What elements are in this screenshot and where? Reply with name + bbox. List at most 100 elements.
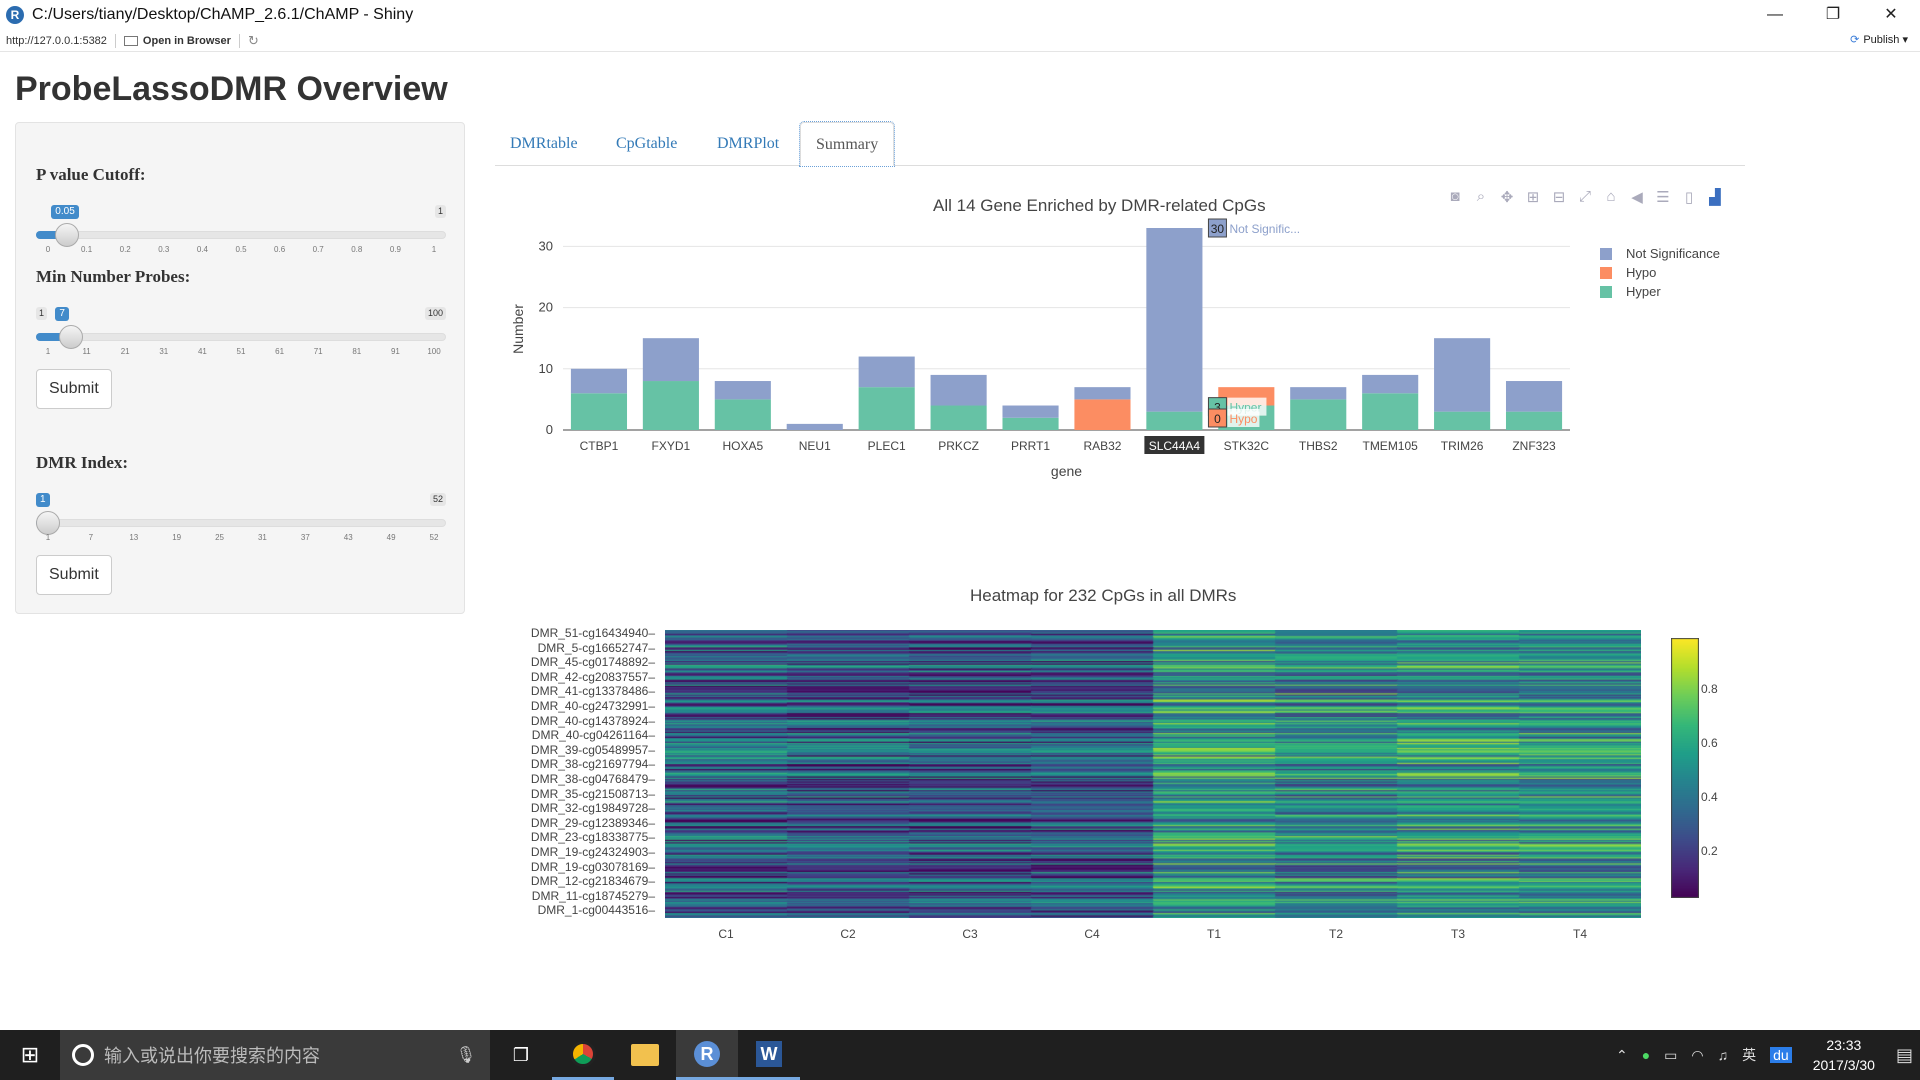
slider-track[interactable] [36, 333, 446, 341]
autoscale-icon[interactable]: ⤢ [1578, 188, 1591, 205]
notification-icon[interactable]: ▤ [1895, 1044, 1913, 1065]
slider-value-label: 0.05 [51, 205, 79, 219]
bar-segment[interactable] [1146, 228, 1203, 412]
legend-item-not-significance[interactable]: Not Significance [1600, 244, 1720, 263]
pvalue-slider[interactable]: 1 0.05 0 0.1 0.2 0.3 0.4 0.5 0.6 0.7 0.8 0.9 1 [36, 193, 446, 254]
r-icon[interactable]: R [676, 1030, 738, 1080]
slider-tick-label: 0.8 [351, 245, 363, 254]
minimize-button[interactable]: — [1767, 6, 1783, 23]
tab-dmrtable[interactable]: DMRtable [510, 135, 578, 152]
network-icon[interactable]: ◠ [1691, 1046, 1704, 1063]
plotly-logo-icon[interactable]: ▟ [1709, 189, 1721, 206]
zoom-in-icon[interactable]: ⊞ [1526, 189, 1540, 206]
bar-segment[interactable] [858, 387, 915, 430]
tab-summary[interactable]: Summary [798, 121, 896, 167]
colorbar-tick: 0.8 [1701, 682, 1718, 696]
bar-segment[interactable] [1362, 393, 1419, 430]
bar-segment[interactable] [1002, 417, 1059, 430]
minprobes-slider[interactable]: 1 100 7 1 11 21 31 41 51 61 71 81 91 100 [36, 295, 446, 356]
bar-segment[interactable] [1290, 399, 1347, 430]
toolbar-divider [238, 33, 240, 48]
legend-item-hypo[interactable]: Hypo [1600, 263, 1720, 282]
start-button[interactable]: ⊞ [20, 1042, 40, 1067]
submit-button-dmr[interactable]: Submit [36, 555, 112, 595]
refresh-icon[interactable]: ↻ [247, 32, 259, 48]
slider-handle[interactable] [55, 223, 80, 247]
tab-cpgtable[interactable]: CpGtable [616, 135, 678, 152]
slider-track[interactable] [36, 519, 446, 527]
task-view-icon[interactable]: ❐ [512, 1044, 530, 1065]
slider-tick-label: 100 [427, 347, 441, 356]
colorbar-tick: 0.6 [1701, 736, 1718, 750]
bar-segment[interactable] [1002, 405, 1059, 418]
bar-segment[interactable] [1505, 411, 1563, 430]
bar-segment[interactable] [642, 381, 699, 430]
home-icon[interactable]: ⌂ [1606, 188, 1616, 205]
bar-segment[interactable] [786, 423, 843, 430]
heatmap-column-label: T1 [1207, 927, 1221, 941]
maximize-button[interactable]: ❐ [1825, 6, 1841, 23]
bar-segment[interactable] [930, 405, 987, 430]
heatmap-cells[interactable] [665, 630, 1641, 918]
bar-segment[interactable] [1074, 387, 1131, 400]
slider-tick-label: 71 [313, 347, 323, 356]
slider-track[interactable] [36, 231, 446, 239]
word-icon[interactable]: W [738, 1030, 800, 1080]
pan-icon[interactable]: ✥ [1500, 189, 1514, 206]
microphone-icon[interactable]: 🎙 [455, 1047, 476, 1064]
slider-tick-label: 19 [172, 533, 182, 542]
bar-segment[interactable] [1505, 381, 1563, 412]
bar-segment[interactable] [714, 399, 771, 430]
slider-handle[interactable] [59, 325, 84, 349]
slider-tick-label: 1 [431, 245, 437, 254]
legend-item-hyper[interactable]: Hyper [1600, 282, 1720, 301]
dmr-index-slider[interactable]: 52 1 1 7 13 19 25 31 37 43 49 52 [36, 481, 446, 542]
chrome-icon[interactable] [552, 1030, 614, 1080]
heatmap-row-label: DMR_38-cg04768479– [530, 771, 655, 786]
zoom-out-icon[interactable]: ⊟ [1552, 189, 1566, 206]
tab-dmrplot[interactable]: DMRPlot [717, 135, 780, 152]
open-in-browser-button[interactable]: Open in Browser [142, 34, 231, 47]
spike-icon[interactable]: ▯ [1684, 189, 1694, 206]
zoom-icon[interactable]: ⌕ [1476, 188, 1486, 205]
taskbar-search[interactable]: 输入或说出你要搜索的内容 🎙 [60, 1030, 490, 1080]
submit-button-probes[interactable]: Submit [36, 369, 112, 409]
bar-segment[interactable] [570, 393, 628, 430]
cortana-icon[interactable] [72, 1044, 94, 1066]
publish-button[interactable]: ⟳ Publish ▾ [1850, 34, 1908, 46]
bar-segment[interactable] [642, 338, 699, 382]
bar-segment[interactable] [1362, 374, 1419, 394]
battery-icon[interactable]: ▭ [1664, 1046, 1678, 1063]
bar-segment[interactable] [1434, 338, 1491, 412]
hover-compare-icon[interactable]: ☰ [1656, 189, 1670, 206]
bar-segment[interactable] [1074, 399, 1131, 430]
bar-segment[interactable] [1434, 411, 1491, 430]
bar-segment[interactable] [930, 374, 987, 406]
bar-segment[interactable] [714, 381, 771, 400]
x-tick-label: NEU1 [799, 439, 831, 453]
search-placeholder[interactable]: 输入或说出你要搜索的内容 [104, 1046, 320, 1066]
file-explorer-icon[interactable] [614, 1030, 676, 1080]
camera-icon[interactable]: ◙ [1450, 188, 1460, 205]
hover-value-box [1207, 408, 1227, 428]
bar-segment[interactable] [570, 368, 628, 394]
slider-handle[interactable] [36, 511, 60, 535]
tray-expand-icon[interactable]: ⌃ [1615, 1046, 1628, 1063]
slider-tick-label: 61 [275, 347, 285, 356]
close-button[interactable]: ✕ [1884, 6, 1898, 23]
bar-segment[interactable] [1146, 411, 1203, 430]
slider-ticks: 0 0.1 0.2 0.3 0.4 0.5 0.6 0.7 0.8 0.9 1 [36, 245, 446, 257]
wechat-icon[interactable]: ● [1641, 1047, 1651, 1063]
open-in-browser-icon[interactable] [123, 35, 138, 46]
y-tick-label: 10 [539, 361, 553, 376]
baidu-icon[interactable]: du [1770, 1047, 1792, 1063]
bar-segment[interactable] [1290, 387, 1347, 400]
ime-indicator[interactable]: 英 [1742, 1047, 1757, 1063]
hover-name-box [1227, 409, 1260, 427]
taskbar-clock[interactable]: 23:33 2017/3/30 [1813, 1035, 1875, 1075]
volume-icon[interactable]: ♫ [1717, 1047, 1729, 1063]
heatmap-row-label: DMR_42-cg20837557– [530, 669, 655, 684]
hover-closest-icon[interactable]: ◀ [1631, 189, 1643, 206]
bar-segment[interactable] [858, 356, 915, 388]
